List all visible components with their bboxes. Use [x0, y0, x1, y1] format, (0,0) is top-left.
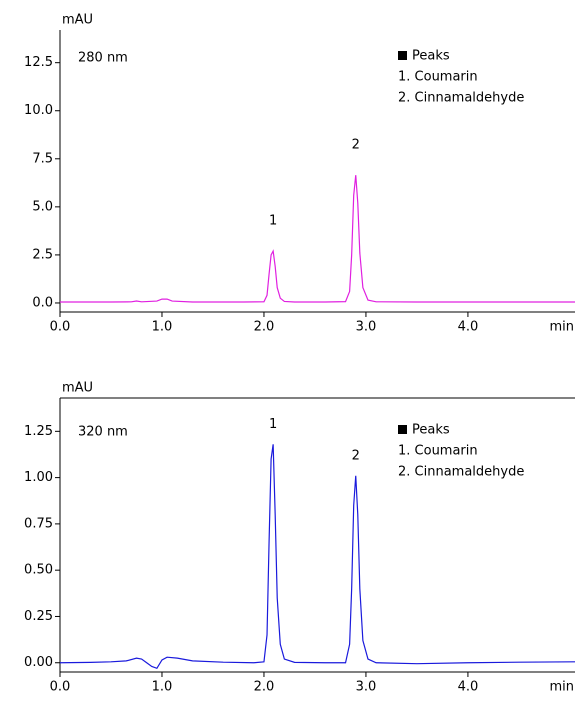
- peak-label: 2: [352, 448, 360, 463]
- y-tick-label: 2.5: [32, 247, 53, 262]
- y-tick-label: 12.5: [24, 55, 53, 70]
- x-tick-label: 0.0: [50, 680, 71, 695]
- x-tick-label: 4.0: [458, 680, 479, 695]
- legend-item: 1. Coumarin: [398, 70, 478, 85]
- y-tick-label: 0.75: [24, 516, 53, 531]
- x-tick-label: 3.0: [356, 680, 377, 695]
- x-tick-label: 1.0: [152, 320, 173, 335]
- y-tick-label: 0.25: [24, 609, 53, 624]
- legend-item: 2. Cinnamaldehyde: [398, 91, 524, 106]
- x-tick-label: 4.0: [458, 320, 479, 335]
- trace: [59, 444, 575, 670]
- legend-marker: [398, 425, 407, 434]
- y-tick-label: 7.5: [32, 151, 53, 166]
- y-tick-label: 0.0: [32, 295, 53, 310]
- x-axis-label: min: [549, 680, 574, 695]
- x-axis-label: min: [549, 320, 574, 335]
- peak-label: 1: [269, 417, 277, 432]
- x-tick-label: 0.0: [50, 320, 71, 335]
- x-tick-label: 2.0: [254, 320, 275, 335]
- y-tick-label: 5.0: [32, 199, 53, 214]
- legend-marker: [398, 51, 407, 60]
- legend-item: 2. Cinnamaldehyde: [398, 465, 524, 480]
- peak-label: 2: [352, 138, 360, 153]
- y-axis-label: mAU: [62, 381, 93, 396]
- y-tick-label: 0.50: [24, 563, 53, 578]
- y-tick-label: 1.00: [24, 470, 53, 485]
- wavelength-label: 280 nm: [78, 51, 128, 66]
- x-tick-label: 1.0: [152, 680, 173, 695]
- trace: [60, 175, 575, 303]
- x-tick-label: 2.0: [254, 680, 275, 695]
- peak-label: 1: [269, 214, 277, 229]
- x-tick-label: 3.0: [356, 320, 377, 335]
- y-axis-label: mAU: [62, 13, 93, 28]
- legend-item: 1. Coumarin: [398, 444, 478, 459]
- y-tick-label: 0.00: [24, 655, 53, 670]
- y-tick-label: 10.0: [24, 103, 53, 118]
- y-tick-label: 1.25: [24, 424, 53, 439]
- legend-title: Peaks: [412, 423, 450, 438]
- legend-title: Peaks: [412, 49, 450, 64]
- wavelength-label: 320 nm: [78, 425, 128, 440]
